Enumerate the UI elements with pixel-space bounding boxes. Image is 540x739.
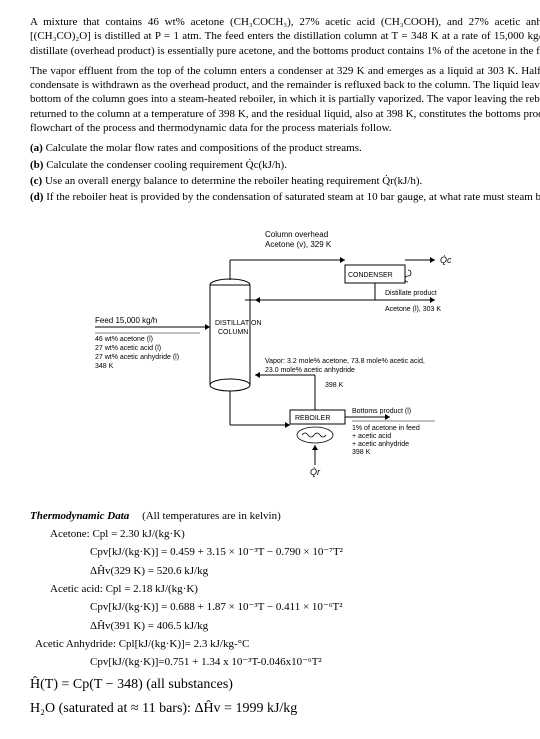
- feed-temp: 348 K: [95, 363, 114, 370]
- vapor-label: Vapor: 3.2 mole% acetone, 73.8 mole% ace…: [265, 358, 425, 365]
- distillate-arrow: [430, 297, 435, 303]
- qc-label: Q̇c: [440, 254, 452, 264]
- problem-intro: A mixture that contains 46 wt% acetone (…: [30, 15, 540, 58]
- item-d: (d) If the reboiler heat is provided by …: [30, 190, 540, 204]
- anhydride-header: Acetic Anhydride: Cpl[kJ/(kg·K)]= 2.3 kJ…: [35, 637, 540, 651]
- column-bottom: [210, 379, 250, 391]
- feed-line2: 27 wt% acetic acid (l): [95, 345, 161, 352]
- vapor-label2: 23.0 mole% acetic anhydride: [265, 367, 355, 374]
- arrow-condenser-in: [340, 257, 345, 263]
- acetone-header: Acetone: Cpl = 2.30 kJ/(kg·K): [50, 527, 540, 541]
- problem-para2: The vapor effluent from the top of the c…: [30, 64, 540, 135]
- anhydride-cpv: Cpv[kJ/(kg·K)]=0.751 + 1.34 x 10⁻³T-0.04…: [90, 655, 540, 669]
- bottoms-line3: + acetic anhydride: [352, 441, 409, 448]
- overhead-temp: Acetone (v), 329 K: [265, 240, 332, 249]
- item-d-text: If the reboiler heat is provided by the …: [46, 191, 540, 203]
- qc-arrow: [430, 257, 435, 263]
- item-b: (b) Calculate the condenser cooling requ…: [30, 158, 540, 172]
- distillate-temp: Acetone (l), 303 K: [385, 306, 441, 313]
- thermo-title: Thermodynamic Data: [30, 510, 129, 522]
- vapor-temp: 398 K: [325, 382, 344, 389]
- acetic-dhv: ΔĤv(391 K) = 406.5 kJ/kg: [90, 619, 540, 633]
- bottoms-temp: 398 K: [352, 449, 371, 456]
- thermo-section: Thermodynamic Data (All temperatures are…: [30, 509, 540, 718]
- qr-label: Q̇r: [310, 466, 321, 476]
- acetic-header: Acetic acid: Cpl = 2.18 kJ/(kg·K): [50, 582, 540, 596]
- item-b-text: Calculate the condenser cooling requirem…: [46, 159, 287, 171]
- acetic-cpv: Cpv[kJ/(kg·K)] = 0.688 + 1.87 × 10⁻³T − …: [90, 600, 540, 614]
- feed-line3: 27 wt% acetic anhydride (l): [95, 354, 179, 361]
- qr-arrow: [312, 445, 318, 450]
- reflux-arrow: [255, 297, 260, 303]
- condenser-label: CONDENSER: [348, 272, 393, 279]
- vapor-arrow: [255, 372, 260, 378]
- formula-h2o: H₂O (saturated at ≈ 11 bars): ΔĤv = 1999…: [30, 700, 540, 718]
- feed-arrow: [205, 324, 210, 330]
- process-diagram: Column overhead Acetone (v), 329 K DISTI…: [90, 225, 510, 489]
- acetone-dhv: ΔĤv(329 K) = 520.6 kJ/kg: [90, 564, 540, 578]
- column-label: DISTILLATION: [215, 320, 262, 327]
- column-label2: COLUMN: [218, 329, 248, 336]
- item-c-text: Use an overall energy balance to determi…: [45, 175, 422, 187]
- formula-h: Ĥ(T) = Cp(T − 348) (all substances): [30, 676, 540, 694]
- reboiler-in-arrow: [285, 422, 290, 428]
- distillate-label: Distillate product: [385, 290, 437, 297]
- feed-line1: 46 wt% acetone (l): [95, 336, 153, 343]
- reboiler-label: REBOILER: [295, 415, 330, 422]
- bottoms-label: Bottoms product (l): [352, 408, 411, 415]
- item-c: (c) Use an overall energy balance to det…: [30, 174, 540, 188]
- item-a: (a) Calculate the molar flow rates and c…: [30, 141, 540, 155]
- overhead-label: Column overhead: [265, 230, 328, 239]
- condenser-coil-icon: [405, 270, 411, 282]
- item-a-text: Calculate the molar flow rates and compo…: [46, 142, 362, 154]
- bottoms-line1: 1% of acetone in feed: [352, 425, 420, 432]
- feed-label: Feed 15,000 kg/h: [95, 316, 157, 325]
- bottoms-line2: + acetic acid: [352, 433, 391, 440]
- acetone-cpv: Cpv[kJ/(kg·K)] = 0.459 + 3.15 × 10⁻³T − …: [90, 545, 540, 559]
- thermo-subtitle: (All temperatures are in kelvin): [142, 510, 281, 522]
